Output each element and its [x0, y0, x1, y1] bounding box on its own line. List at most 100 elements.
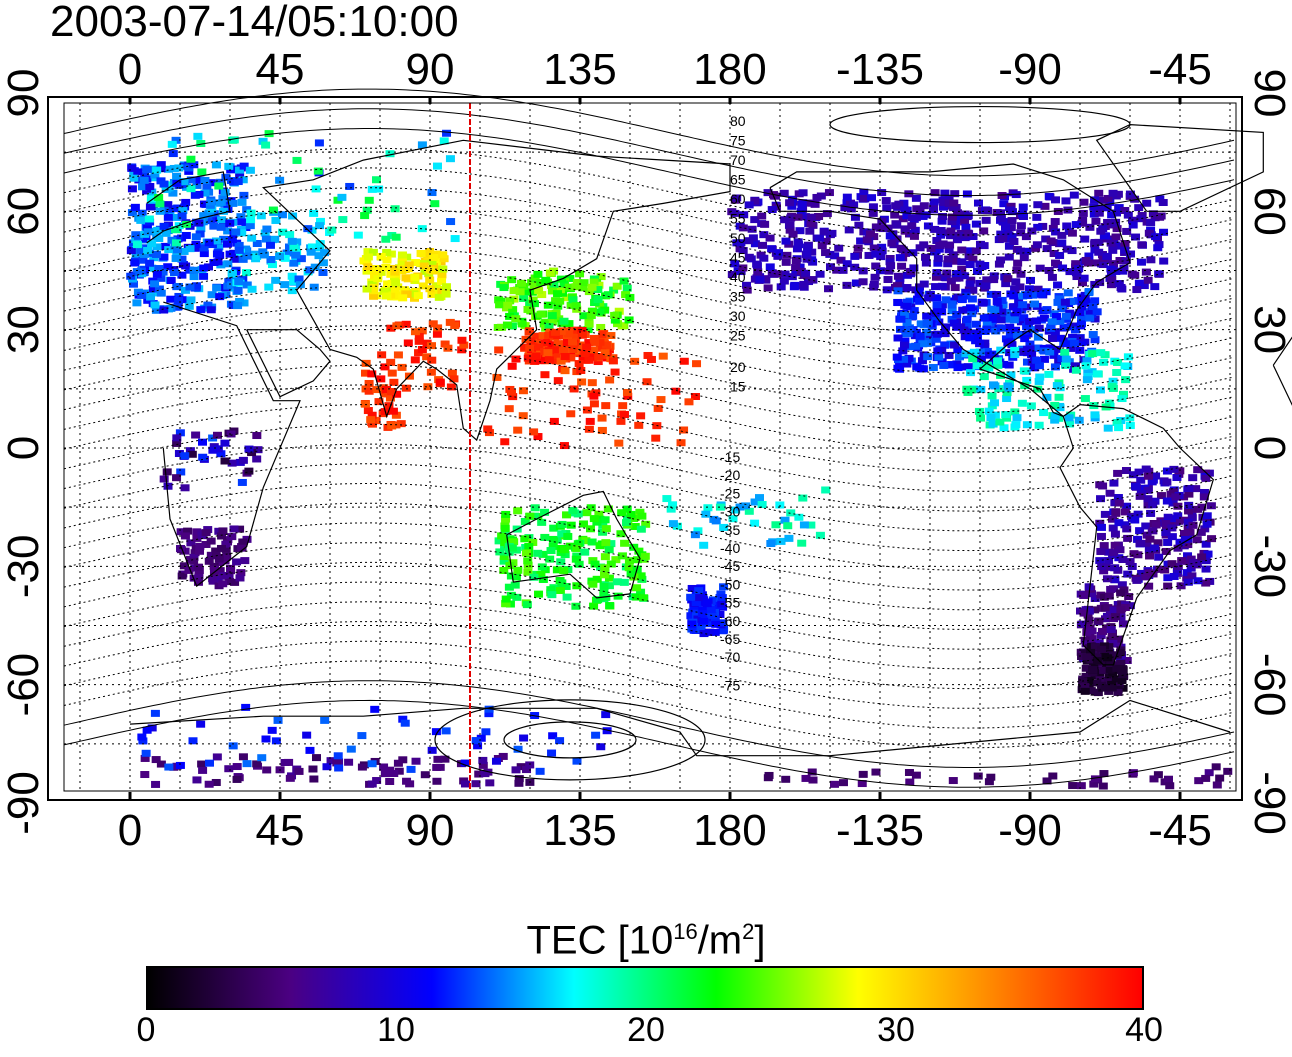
tec-cell	[962, 385, 972, 393]
tec-cell	[404, 261, 414, 269]
tec-cell	[1081, 664, 1091, 672]
tec-cell	[376, 253, 386, 261]
tec-cell	[1051, 228, 1061, 236]
tec-cell	[702, 600, 712, 608]
tec-cell	[271, 276, 281, 284]
tec-cell	[1012, 414, 1022, 422]
tec-cell	[314, 139, 324, 147]
tec-cell	[397, 258, 407, 266]
tec-cell	[156, 274, 166, 282]
tec-cell	[642, 378, 652, 386]
tec-cell	[534, 287, 544, 295]
tec-cell	[495, 301, 505, 309]
tec-cell	[1117, 671, 1127, 679]
tec-cell	[1180, 536, 1190, 544]
tec-cell	[1120, 508, 1130, 516]
tec-cell	[172, 213, 182, 221]
tec-cell	[147, 165, 157, 173]
tec-cell	[498, 752, 508, 760]
tec-cell	[391, 411, 401, 419]
tec-cell	[999, 424, 1009, 432]
tec-cell	[601, 525, 611, 533]
tec-cell	[1145, 535, 1155, 543]
tec-cell	[1007, 217, 1017, 225]
tec-cell	[211, 161, 221, 169]
tec-cell	[807, 276, 817, 284]
tec-cell	[1153, 771, 1163, 779]
tec-cell	[939, 361, 949, 369]
tec-cell	[198, 438, 208, 446]
tec-cell	[506, 388, 516, 396]
tec-cell	[417, 141, 427, 149]
tec-cell	[388, 264, 398, 272]
tec-cell	[1196, 528, 1206, 536]
tec-cell	[1076, 782, 1086, 790]
tec-cell	[1071, 269, 1081, 277]
tec-cell	[227, 269, 237, 277]
tec-cell	[730, 209, 740, 217]
tec-cell	[529, 282, 539, 290]
tec-cell	[536, 571, 546, 579]
tec-cell	[1063, 289, 1073, 297]
colorbar-tick-label: 40	[1125, 1011, 1163, 1049]
tec-cell	[511, 766, 521, 774]
tec-cell	[155, 200, 165, 208]
tec-cell	[391, 279, 401, 287]
tec-cell	[173, 235, 183, 243]
tec-cell	[608, 357, 618, 365]
tec-cell	[1121, 376, 1131, 384]
tec-cell	[965, 304, 975, 312]
tec-cell	[148, 203, 158, 211]
tec-cell	[1115, 257, 1125, 265]
tec-cell	[234, 278, 244, 286]
tec-cell	[499, 557, 509, 565]
tec-cell	[556, 357, 566, 365]
tec-cell	[568, 507, 578, 515]
tec-cell	[137, 733, 147, 741]
tec-cell	[1084, 607, 1094, 615]
tec-cell	[957, 296, 967, 304]
tec-cell	[280, 759, 290, 767]
bottom-longitude-label: -90	[998, 806, 1062, 855]
tec-cell	[563, 532, 573, 540]
tec-cell	[549, 524, 559, 532]
tec-cell	[938, 213, 948, 221]
tec-cell	[760, 275, 770, 283]
tec-cell	[1084, 616, 1094, 624]
tec-cell	[256, 212, 266, 220]
magnetic-contour	[63, 542, 1235, 630]
tec-cell	[572, 305, 582, 313]
tec-cell	[164, 246, 174, 254]
tec-cell	[181, 198, 191, 206]
tec-cell	[1079, 591, 1089, 599]
tec-cell	[140, 771, 150, 779]
tec-cell	[185, 245, 195, 253]
tec-cell	[370, 271, 380, 279]
tec-cell	[610, 311, 620, 319]
tec-cell	[189, 266, 199, 274]
tec-cell	[186, 539, 196, 547]
tec-cell	[392, 390, 402, 398]
tec-cell	[887, 239, 897, 247]
tec-cell	[732, 194, 742, 202]
tec-cell	[996, 324, 1006, 332]
tec-cell	[364, 196, 374, 204]
tec-cell	[767, 269, 777, 277]
tec-cell	[527, 288, 537, 296]
magnetic-contour	[63, 147, 1235, 236]
tec-cell	[258, 137, 268, 145]
left-latitude-label: 90	[0, 69, 48, 118]
tec-cell	[556, 558, 566, 566]
tec-cell	[1194, 777, 1204, 785]
tec-cell	[148, 285, 158, 293]
tec-cell	[984, 778, 994, 786]
tec-cell	[547, 749, 557, 757]
tec-cell	[164, 205, 174, 213]
tec-cell	[162, 468, 172, 476]
tec-cell	[1184, 507, 1194, 515]
tec-cell	[727, 270, 737, 278]
tec-cell	[382, 248, 392, 256]
tec-cell	[567, 326, 577, 334]
tec-cell	[584, 425, 594, 433]
tec-cell	[589, 400, 599, 408]
